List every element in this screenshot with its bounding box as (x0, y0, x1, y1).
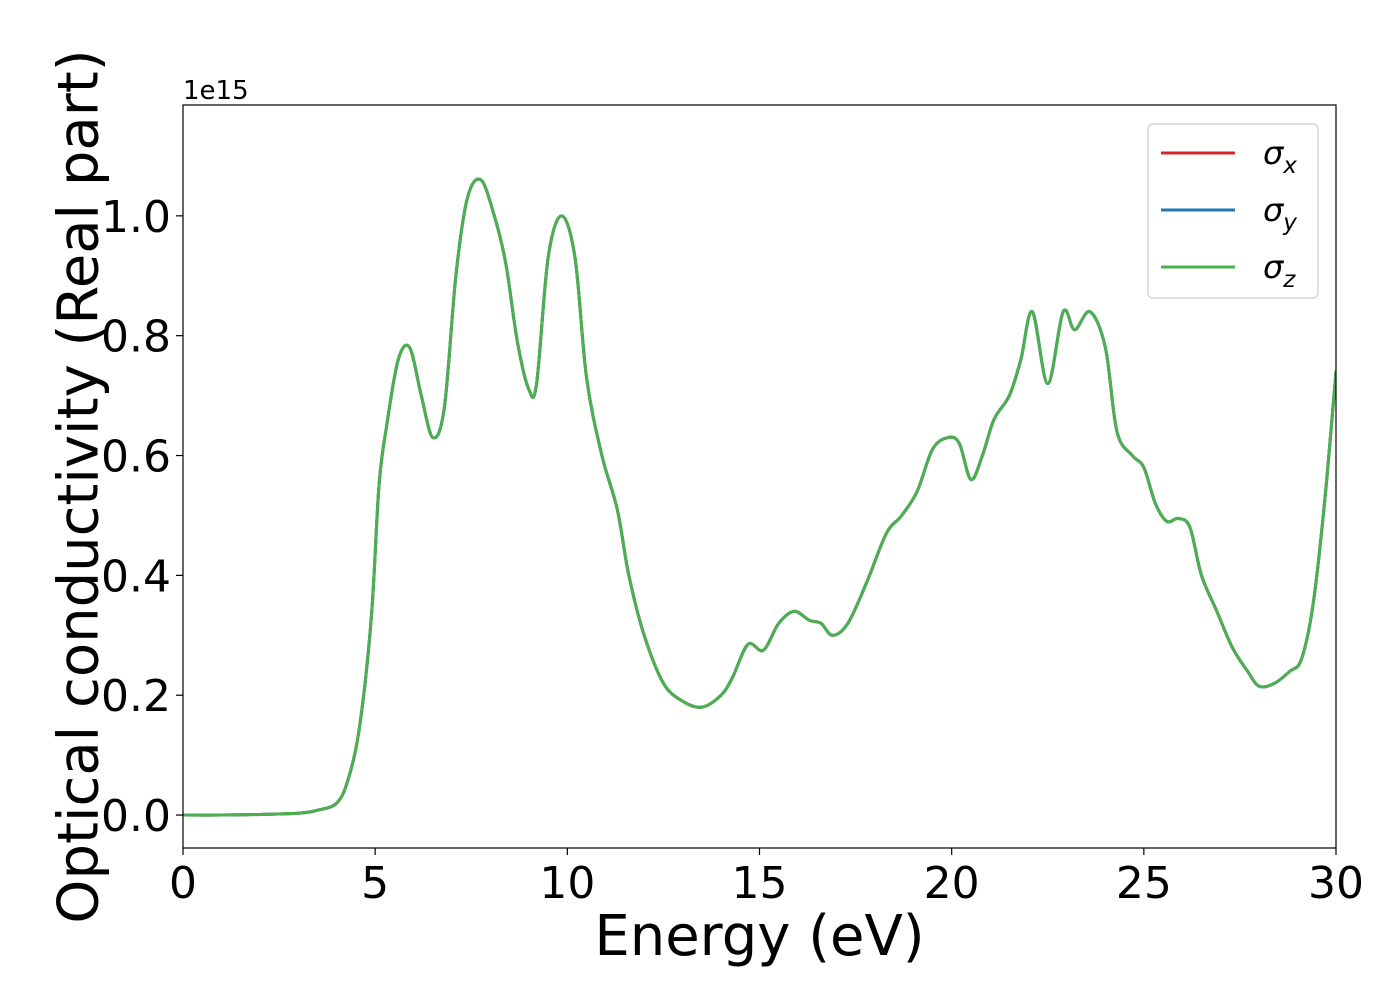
legend: σx σy σz (1147, 123, 1319, 299)
legend-label-x: σx (1263, 134, 1297, 179)
x-tick-label: 0 (169, 858, 197, 909)
x-tick-label: 15 (732, 858, 788, 909)
y-tick-label: 1.0 (101, 192, 171, 243)
series-line-sigma-z (183, 177, 1336, 817)
x-tick-label: 10 (539, 858, 595, 909)
y-axis-label: Optical conductivity (Real part) (47, 49, 112, 923)
x-tick-label: 20 (924, 858, 980, 909)
y-axis: 0.0 0.2 0.4 0.6 0.8 1.0 (101, 192, 183, 842)
series-layer (183, 177, 1336, 817)
y-tick-label: 0.0 (101, 791, 171, 842)
y-tick-label: 0.2 (101, 671, 171, 722)
legend-entries: σx σy σz (1161, 134, 1297, 293)
legend-label-z: σz (1263, 248, 1296, 293)
legend-label-y: σy (1263, 191, 1297, 236)
y-tick-label: 0.6 (101, 432, 171, 483)
x-tick-label: 5 (361, 858, 389, 909)
x-tick-label: 30 (1308, 858, 1364, 909)
y-tick-label: 0.8 (101, 312, 171, 363)
y-offset-label: 1e15 (183, 76, 249, 106)
y-tick-label: 0.4 (101, 551, 171, 602)
x-axis: 0 5 10 15 20 25 30 (169, 848, 1364, 909)
x-axis-label: Energy (eV) (594, 904, 924, 969)
x-tick-label: 25 (1116, 858, 1172, 909)
